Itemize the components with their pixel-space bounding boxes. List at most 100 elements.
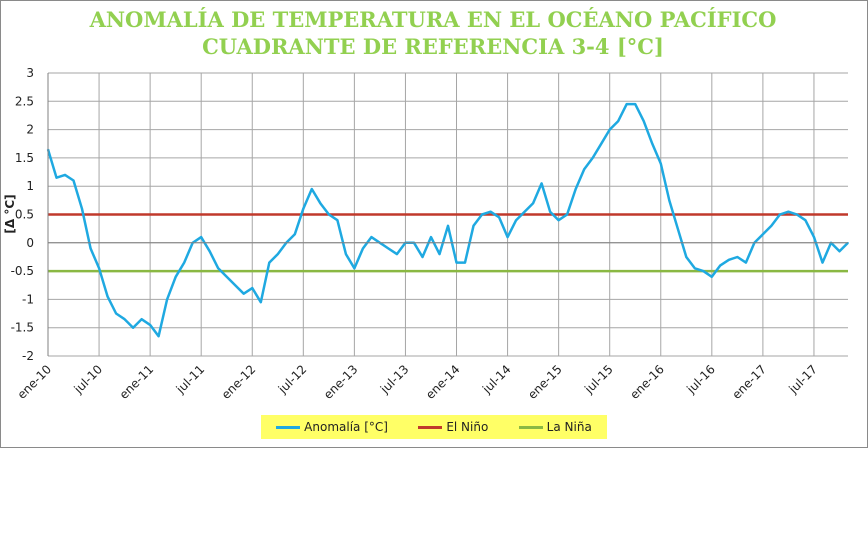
y-tick-label: -1 bbox=[22, 292, 34, 306]
anomalia-point bbox=[796, 213, 798, 216]
y-tick-label: 2 bbox=[26, 123, 34, 137]
y-tick-label: 0.5 bbox=[15, 208, 34, 222]
anomalia-point bbox=[685, 256, 688, 258]
anomalia-point bbox=[515, 219, 517, 221]
anomalia-point bbox=[489, 210, 492, 213]
y-tick-label: -0.5 bbox=[11, 264, 34, 278]
x-tick-label: jul-10 bbox=[71, 362, 106, 397]
anomalia-point bbox=[387, 247, 390, 250]
anomalia-point bbox=[89, 247, 92, 250]
anomalia-point bbox=[804, 219, 807, 221]
anomalia-point bbox=[506, 236, 509, 238]
anomalia-point bbox=[268, 261, 271, 264]
legend-item-el-nino: El Niño bbox=[418, 420, 488, 434]
anomalia-point bbox=[617, 120, 620, 122]
x-tick-label: jul-12 bbox=[275, 362, 310, 397]
anomalia-point bbox=[540, 182, 543, 185]
anomalia-series-line bbox=[46, 102, 849, 338]
anomalia-point bbox=[208, 250, 211, 253]
chart-title-line-1: ANOMALÍA DE TEMPERATURA EN EL OCÉANO PAC… bbox=[89, 7, 777, 32]
x-tick-label: ene-12 bbox=[219, 362, 259, 402]
series-lines bbox=[46, 102, 849, 338]
anomalia-point bbox=[557, 219, 560, 221]
anomalia-point bbox=[532, 202, 534, 204]
anomalia-point bbox=[813, 236, 815, 238]
anomalia-point bbox=[702, 270, 705, 272]
anomalia-point bbox=[72, 179, 75, 182]
anomalia-point bbox=[676, 227, 679, 230]
anomalia-point bbox=[659, 162, 662, 165]
x-tick-label: ene-13 bbox=[321, 362, 361, 402]
anomalia-point bbox=[694, 267, 696, 270]
anomalia-point bbox=[328, 213, 330, 216]
anomalia-point bbox=[600, 142, 602, 145]
y-tick-label: -2 bbox=[22, 349, 34, 363]
anomalia-point bbox=[787, 210, 790, 213]
anomalia-point bbox=[464, 261, 466, 264]
anomalia-point bbox=[523, 210, 526, 213]
x-tick-label: jul-16 bbox=[683, 362, 718, 397]
anomalia-point bbox=[149, 324, 151, 326]
anomalia-point bbox=[302, 208, 305, 210]
x-tick-label: jul-15 bbox=[581, 362, 616, 397]
x-tick-label: ene-14 bbox=[423, 362, 463, 402]
anomalia-point bbox=[396, 253, 398, 255]
anomalia-point bbox=[745, 261, 747, 264]
anomalia-point bbox=[276, 253, 279, 255]
anomalia-point bbox=[311, 188, 313, 190]
anomalia-point bbox=[217, 267, 220, 270]
anomalia-point bbox=[668, 199, 671, 202]
x-tick-label: ene-16 bbox=[627, 362, 667, 402]
anomalia-point bbox=[55, 176, 58, 179]
legend-swatch-anomalia bbox=[276, 425, 301, 429]
x-tick-label: jul-11 bbox=[173, 362, 208, 397]
anomalia-point bbox=[259, 301, 262, 304]
anomalia-point bbox=[106, 295, 109, 298]
anomalia-point bbox=[779, 213, 781, 216]
anomalia-point bbox=[362, 247, 364, 250]
anomalia-point bbox=[319, 202, 322, 204]
anomalia-point bbox=[574, 188, 577, 190]
anomalia-point bbox=[370, 236, 373, 238]
x-tick-label: jul-17 bbox=[786, 362, 821, 397]
anomalia-point bbox=[64, 174, 66, 176]
anomalia-point bbox=[166, 298, 168, 301]
anomalia-point bbox=[140, 318, 143, 321]
anomalia-point bbox=[345, 253, 347, 255]
y-tick-label: 1 bbox=[26, 179, 34, 193]
anomalia-point bbox=[728, 258, 730, 261]
anomalia-point bbox=[549, 210, 551, 213]
anomalia-point bbox=[430, 236, 432, 238]
anomalia-point bbox=[336, 219, 339, 221]
anomalia-point bbox=[608, 128, 611, 131]
chart-title: ANOMALÍA DE TEMPERATURA EN EL OCÉANO PAC… bbox=[0, 6, 866, 60]
anomalia-point bbox=[736, 256, 739, 258]
legend-item-anomalia: Anomalía [°C] bbox=[276, 420, 388, 434]
anomalia-point bbox=[634, 103, 637, 105]
y-tick-label: 2.5 bbox=[15, 94, 34, 108]
anomalia-point bbox=[472, 225, 475, 227]
x-tick-label: ene-17 bbox=[729, 362, 769, 402]
anomalia-point bbox=[719, 264, 722, 267]
anomalia-point bbox=[583, 168, 585, 171]
anomalia-point bbox=[98, 267, 100, 270]
anomalia-point bbox=[115, 312, 117, 315]
anomalia-point bbox=[455, 261, 458, 264]
anomalia-point bbox=[242, 292, 245, 295]
anomalia-point bbox=[200, 236, 202, 238]
y-axis-label: [Δ °C] bbox=[3, 194, 17, 233]
anomalia-point bbox=[438, 253, 441, 255]
anomalia-point bbox=[762, 233, 764, 236]
legend-item-la-nina: La Niña bbox=[518, 420, 592, 434]
anomalia-point bbox=[123, 318, 126, 321]
anomalia-point bbox=[447, 225, 449, 227]
y-tick-label: 0 bbox=[26, 236, 34, 250]
x-tick-label: jul-14 bbox=[479, 362, 514, 397]
anomalia-point bbox=[132, 326, 134, 329]
x-tick-label: ene-11 bbox=[117, 362, 157, 402]
anomalia-point bbox=[651, 142, 654, 145]
x-tick-label: jul-13 bbox=[377, 362, 412, 397]
anomalia-point bbox=[353, 267, 356, 270]
